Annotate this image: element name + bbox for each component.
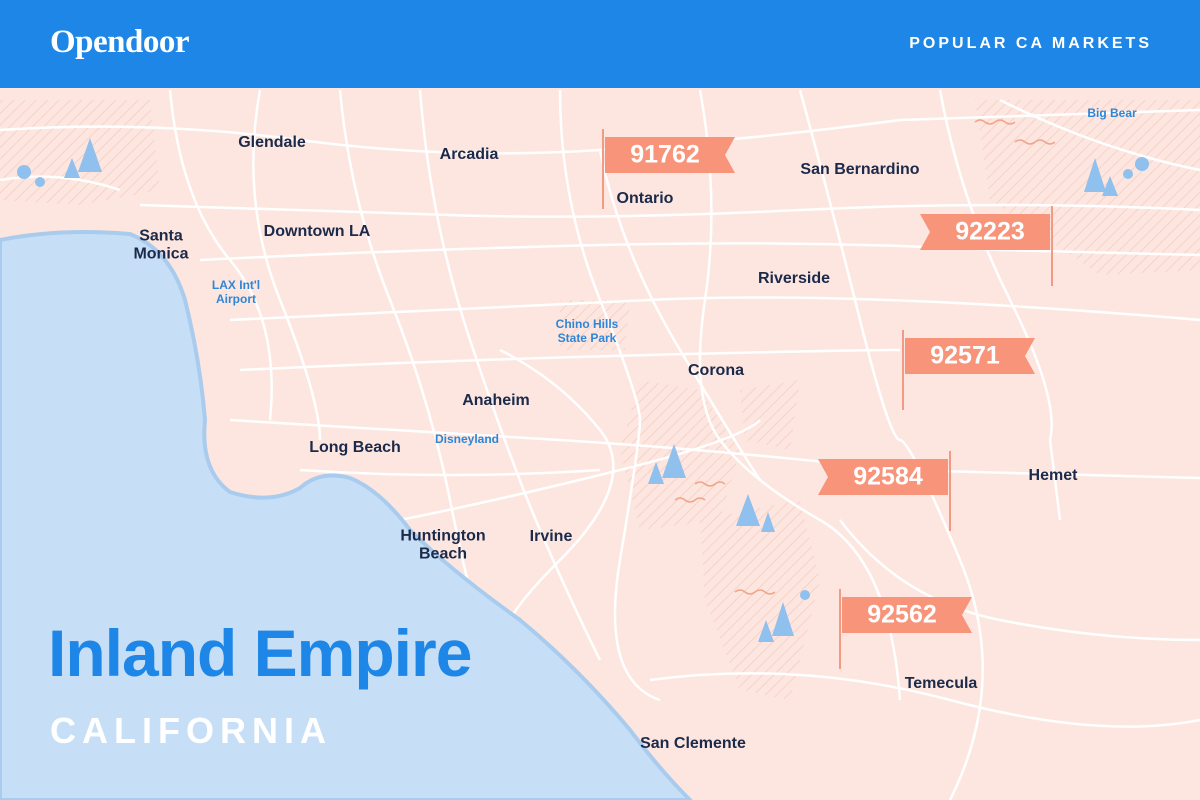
zip-code-label: 92584 <box>853 462 923 491</box>
city-label: Santa Monica <box>133 227 189 263</box>
brand-logo[interactable]: Opendoor <box>50 24 190 60</box>
city-label: Huntington Beach <box>400 527 486 563</box>
city-label: San Bernardino <box>800 160 920 178</box>
zip-code-label: 92223 <box>955 217 1025 246</box>
header-bar: Opendoor POPULAR CA MARKETS <box>0 0 1200 88</box>
flag-ribbon <box>818 459 948 495</box>
landmark-label: Disneyland <box>434 432 500 447</box>
city-label: San Clemente <box>640 734 746 752</box>
water-marks <box>674 119 1056 595</box>
zip-flags <box>602 129 1053 669</box>
city-label: Hemet <box>1028 466 1078 484</box>
city-label: Corona <box>688 361 744 379</box>
city-label: Riverside <box>757 269 831 287</box>
city-label: Temecula <box>904 674 978 692</box>
subtitle: CALIFORNIA <box>50 710 332 751</box>
zip-code-label: 92562 <box>867 600 937 629</box>
ocean <box>0 230 693 800</box>
title: Inland Empire <box>48 616 472 690</box>
city-label: Ontario <box>616 189 674 207</box>
flag-ribbon <box>605 137 735 173</box>
flag-ribbon <box>920 214 1050 250</box>
flag-ribbon <box>905 338 1035 374</box>
city-label: Glendale <box>238 133 306 151</box>
flag-ribbon <box>842 597 972 633</box>
trees <box>17 138 1149 642</box>
landmark-label: Chino Hills State Park <box>555 317 619 345</box>
roads <box>0 89 1200 800</box>
landmark-label: Big Bear <box>1087 106 1137 121</box>
landmark-label: LAX Int'l Airport <box>211 278 261 306</box>
tagline: POPULAR CA MARKETS <box>909 35 1152 52</box>
city-label: Downtown LA <box>263 222 371 240</box>
zip-code-label: 91762 <box>630 140 700 169</box>
zip-code-label: 92571 <box>930 341 1000 370</box>
city-label: Long Beach <box>309 438 401 456</box>
city-label: Irvine <box>529 527 573 545</box>
city-label: Arcadia <box>439 145 499 163</box>
city-label: Anaheim <box>462 391 530 409</box>
